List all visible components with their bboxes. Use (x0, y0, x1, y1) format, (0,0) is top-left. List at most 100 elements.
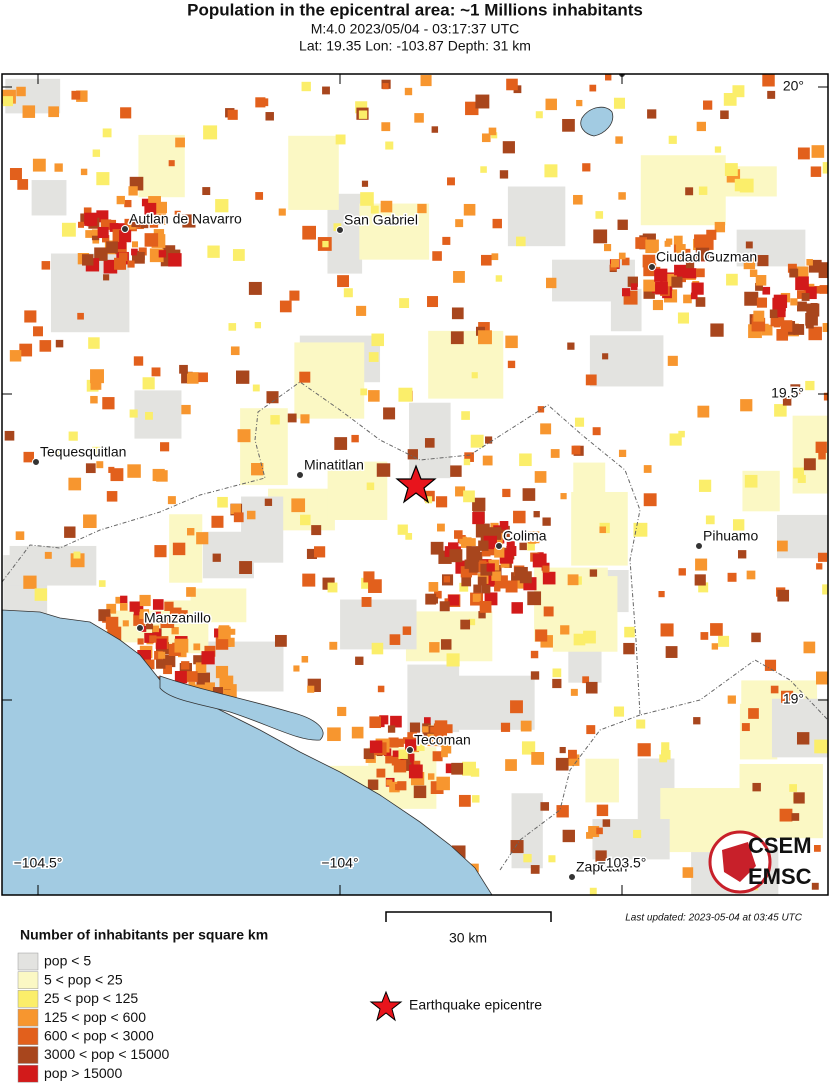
population-cell (181, 404, 191, 415)
population-cell (720, 110, 729, 120)
city-label: Minatitlan (304, 457, 364, 473)
population-cell (407, 732, 417, 742)
population-cell (700, 236, 714, 250)
population-cell (665, 275, 677, 287)
population-cell (531, 751, 545, 765)
population-cell (540, 423, 552, 435)
population-cell (211, 515, 224, 528)
population-cell (440, 639, 452, 650)
city-dot (32, 458, 40, 466)
population-cell (585, 374, 597, 386)
population-cell (621, 257, 630, 266)
population-cell (149, 635, 157, 643)
population-cell (797, 290, 806, 299)
population-cell (187, 372, 199, 384)
population-cell (407, 664, 460, 733)
population-cell (430, 726, 437, 733)
population-cell (370, 741, 378, 749)
population-cell (306, 548, 317, 559)
population-cell (805, 380, 815, 391)
population-cell (574, 417, 585, 427)
population-cell (678, 568, 686, 576)
population-cell (761, 324, 773, 336)
population-cell (513, 510, 526, 524)
population-cell (485, 436, 493, 444)
population-cell (241, 496, 284, 563)
population-cell (287, 413, 297, 423)
population-cell (459, 582, 469, 592)
population-cell (461, 576, 472, 587)
population-cell (797, 474, 806, 483)
population-cell (17, 179, 29, 190)
population-cell (677, 312, 690, 324)
population-cell (682, 867, 694, 878)
population-cell (278, 208, 286, 216)
population-cell (154, 213, 167, 225)
population-cell (371, 333, 385, 347)
population-cell (215, 637, 229, 650)
legend-swatch (17, 1008, 39, 1027)
population-cell (534, 471, 547, 483)
population-cell (781, 690, 794, 703)
population-cell (414, 113, 424, 123)
population-cell (358, 110, 368, 119)
population-cell (361, 577, 373, 589)
population-cell (723, 93, 737, 106)
population-cell (492, 218, 502, 229)
population-cell (793, 467, 805, 479)
population-cell (175, 137, 185, 148)
population-cell (145, 621, 154, 630)
population-cell (782, 397, 792, 406)
population-cell (116, 195, 125, 205)
population-cell (586, 725, 596, 735)
population-cell (822, 323, 828, 333)
population-cell (96, 210, 109, 223)
population-cell (744, 474, 758, 488)
population-cell (815, 671, 828, 685)
population-cell (810, 302, 818, 311)
population-cell (145, 411, 153, 420)
population-cell (617, 219, 628, 230)
population-cell (186, 587, 196, 597)
population-cell (556, 805, 569, 818)
population-cell (434, 590, 442, 599)
population-cell (803, 458, 816, 471)
population-cell (44, 551, 52, 559)
population-cell (366, 482, 375, 491)
population-cell (787, 263, 797, 273)
population-cell (420, 75, 432, 87)
population-cell (85, 463, 96, 474)
population-cell (769, 309, 779, 318)
city-dot (136, 624, 144, 632)
population-cell (54, 163, 63, 172)
population-cell (443, 724, 453, 734)
city-label: Autlan de Navarro (129, 211, 242, 227)
population-cell (633, 829, 642, 839)
population-cell (139, 609, 150, 619)
population-cell (495, 275, 503, 282)
population-cell (694, 574, 706, 586)
population-cell (103, 274, 110, 281)
population-cell (202, 187, 211, 196)
population-cell (434, 720, 448, 733)
population-cell (583, 630, 596, 644)
population-cell (160, 614, 175, 629)
population-cell (413, 740, 425, 751)
population-cell (480, 166, 487, 173)
legend-label: pop < 5 (44, 953, 91, 969)
population-cell (340, 599, 417, 650)
population-cell (77, 221, 85, 228)
population-cell (645, 239, 659, 254)
population-cell (172, 542, 186, 556)
population-cell (48, 106, 60, 118)
population-cell (102, 235, 110, 243)
population-cell (168, 160, 175, 167)
population-cell (266, 391, 279, 404)
population-cell (696, 121, 706, 132)
population-cell (389, 634, 401, 645)
population-cell (73, 551, 81, 559)
population-cell (139, 594, 151, 607)
population-cell (743, 257, 756, 270)
population-cell (443, 576, 451, 583)
